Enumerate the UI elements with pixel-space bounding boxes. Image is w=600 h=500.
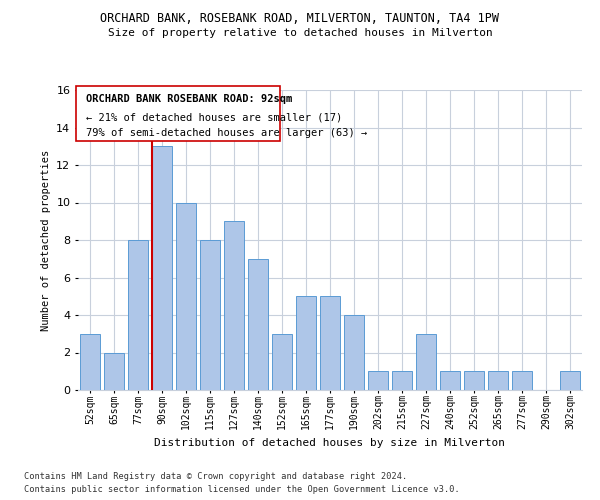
Bar xyxy=(296,296,316,390)
Bar xyxy=(368,371,388,390)
Bar xyxy=(248,259,268,390)
Text: Size of property relative to detached houses in Milverton: Size of property relative to detached ho… xyxy=(107,28,493,38)
Bar xyxy=(272,334,292,390)
Text: ORCHARD BANK ROSEBANK ROAD: 92sqm: ORCHARD BANK ROSEBANK ROAD: 92sqm xyxy=(86,94,293,104)
Text: 79% of semi-detached houses are larger (63) →: 79% of semi-detached houses are larger (… xyxy=(86,128,368,138)
Bar xyxy=(488,371,508,390)
X-axis label: Distribution of detached houses by size in Milverton: Distribution of detached houses by size … xyxy=(155,438,505,448)
Bar xyxy=(104,352,124,390)
Bar xyxy=(224,221,244,390)
Text: Contains public sector information licensed under the Open Government Licence v3: Contains public sector information licen… xyxy=(24,485,460,494)
Y-axis label: Number of detached properties: Number of detached properties xyxy=(41,150,50,330)
Text: Contains HM Land Registry data © Crown copyright and database right 2024.: Contains HM Land Registry data © Crown c… xyxy=(24,472,407,481)
Bar xyxy=(152,146,172,390)
Text: ← 21% of detached houses are smaller (17): ← 21% of detached houses are smaller (17… xyxy=(86,112,343,122)
Bar xyxy=(176,202,196,390)
Bar xyxy=(392,371,412,390)
Bar xyxy=(416,334,436,390)
Bar xyxy=(560,371,580,390)
Bar xyxy=(512,371,532,390)
Bar xyxy=(440,371,460,390)
Bar xyxy=(320,296,340,390)
Bar xyxy=(80,334,100,390)
Bar xyxy=(464,371,484,390)
Bar xyxy=(344,315,364,390)
Text: ORCHARD BANK, ROSEBANK ROAD, MILVERTON, TAUNTON, TA4 1PW: ORCHARD BANK, ROSEBANK ROAD, MILVERTON, … xyxy=(101,12,499,26)
Bar xyxy=(128,240,148,390)
Bar xyxy=(200,240,220,390)
